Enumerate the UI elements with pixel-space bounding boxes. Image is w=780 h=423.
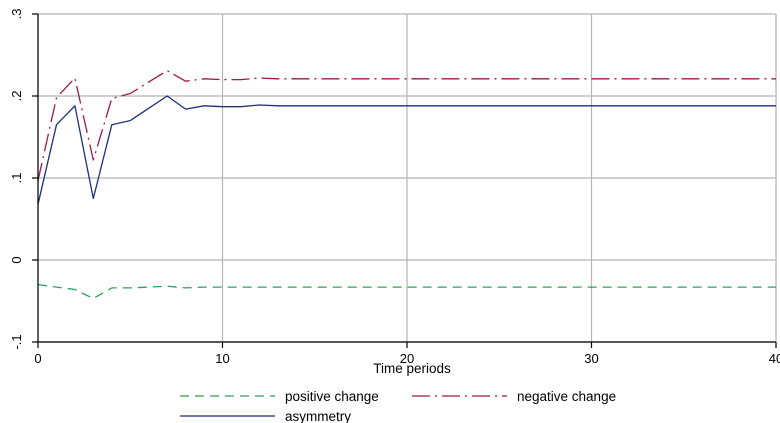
series-line-negative-change [37,69,776,181]
legend: positive change negative change asymmetry [180,389,616,423]
legend-label-asymmetry: asymmetry [285,409,351,423]
series-line-asymmetry [37,95,776,205]
y-tick-label: .1 [9,173,24,184]
y-tick-label: -.1 [9,334,24,349]
x-tick-label: 40 [769,351,780,366]
axis-layer: -.1 0 .1 .2 .3 0 10 20 30 40 [9,9,780,366]
y-tick-label: 0 [9,256,24,263]
y-tick-label: .2 [9,91,24,102]
series-line-positive-change [37,283,776,300]
x-axis-title: Time periods [373,361,451,376]
legend-label-negative-change: negative change [517,389,616,404]
x-tick-label: 20 [400,351,414,366]
x-tick-label: 10 [215,351,229,366]
x-tick-label: 30 [584,351,598,366]
x-tick-label: 0 [34,351,41,366]
series-layer [37,69,776,300]
legend-label-positive-change: positive change [285,389,379,404]
y-tick-label: .3 [9,9,24,20]
